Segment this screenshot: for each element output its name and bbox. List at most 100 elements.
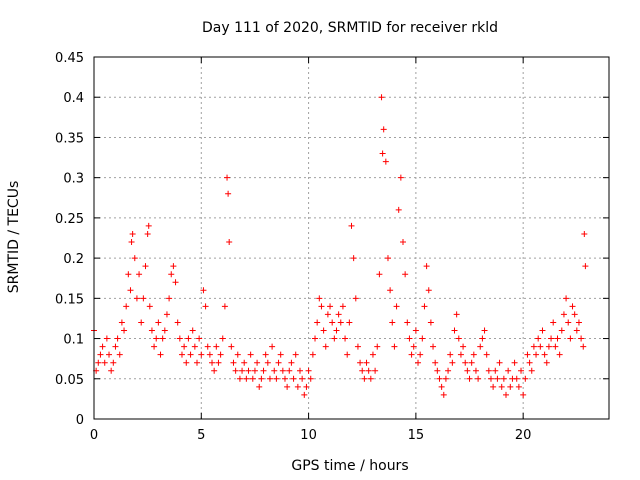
data-point: [520, 391, 527, 398]
data-point: [151, 343, 158, 350]
data-point: [410, 343, 417, 350]
y-axis-label: SRMTID / TECUs: [6, 181, 22, 294]
y-tick-label: 0.1: [63, 333, 84, 348]
data-point: [425, 287, 432, 294]
data-point: [511, 359, 518, 366]
data-point: [194, 359, 200, 366]
y-tick-label: 0.25: [55, 212, 84, 227]
y-tick-label: 0.15: [55, 292, 84, 307]
data-point: [127, 287, 134, 294]
data-point: [230, 359, 237, 366]
data-point: [196, 335, 203, 342]
data-point: [483, 351, 490, 358]
data-point: [348, 222, 355, 229]
data-point: [314, 319, 321, 326]
data-point: [430, 343, 437, 350]
data-point: [275, 359, 282, 366]
data-point: [361, 375, 368, 382]
data-point: [286, 367, 293, 374]
data-point: [236, 375, 243, 382]
data-point: [565, 319, 572, 326]
data-point: [121, 327, 128, 334]
data-point: [103, 335, 110, 342]
data-point: [432, 359, 439, 366]
data-point: [251, 367, 258, 374]
data-point: [479, 335, 486, 342]
data-point: [110, 359, 117, 366]
data-point: [116, 351, 123, 358]
data-point: [329, 319, 336, 326]
data-point: [178, 351, 185, 358]
data-point: [485, 367, 492, 374]
data-point: [284, 383, 291, 390]
data-point: [571, 311, 578, 318]
data-point: [163, 311, 170, 318]
data-point: [406, 335, 413, 342]
data-point: [560, 311, 567, 318]
data-point: [245, 367, 252, 374]
data-point: [436, 375, 443, 382]
data-point: [404, 319, 411, 326]
x-tick-label: 0: [90, 428, 98, 443]
data-point: [305, 367, 312, 374]
data-point: [421, 303, 428, 310]
data-point: [415, 359, 422, 366]
data-point: [138, 319, 145, 326]
plot-frame: [93, 56, 610, 420]
data-point: [144, 230, 151, 237]
data-point: [181, 343, 188, 350]
data-point: [408, 351, 415, 358]
data-point: [363, 359, 370, 366]
data-point: [530, 343, 537, 350]
data-point: [95, 359, 102, 366]
data-point: [129, 230, 136, 237]
data-point: [97, 351, 104, 358]
data-point: [342, 335, 349, 342]
data-point: [297, 367, 303, 374]
data-point: [545, 343, 552, 350]
data-point: [187, 351, 194, 358]
data-point: [393, 303, 400, 310]
data-point: [101, 359, 108, 366]
data-point: [271, 367, 278, 374]
data-point: [344, 351, 351, 358]
data-point: [335, 311, 342, 318]
data-point: [515, 383, 522, 390]
data-point: [157, 351, 164, 358]
data-point: [457, 351, 464, 358]
data-point: [537, 343, 544, 350]
data-point: [434, 367, 441, 374]
data-point: [159, 335, 166, 342]
data-point: [123, 303, 130, 310]
data-point: [292, 351, 299, 358]
data-point: [133, 295, 140, 302]
data-point: [174, 319, 181, 326]
data-point: [522, 375, 529, 382]
data-point: [277, 351, 284, 358]
data-point: [136, 271, 143, 278]
data-point: [243, 375, 250, 382]
data-point: [234, 351, 241, 358]
data-point: [447, 351, 454, 358]
x-axis-label: GPS time / hours: [291, 458, 408, 474]
data-point: [327, 303, 334, 310]
data-point: [239, 367, 246, 374]
data-point: [153, 335, 160, 342]
data-point: [232, 367, 239, 374]
y-tick-label: 0.4: [63, 91, 84, 106]
data-point: [460, 343, 467, 350]
x-tick-label: 15: [408, 428, 425, 443]
data-point: [427, 319, 434, 326]
data-point: [365, 367, 372, 374]
grid-lines: [94, 57, 609, 419]
data-point: [558, 327, 565, 334]
data-point: [198, 351, 205, 358]
data-point: [391, 343, 398, 350]
data-point: [262, 351, 269, 358]
y-tick-label: 0.3: [63, 172, 84, 187]
data-point: [288, 359, 295, 366]
data-point: [451, 327, 458, 334]
data-point: [357, 359, 364, 366]
data-point: [350, 255, 357, 262]
data-point: [354, 343, 361, 350]
